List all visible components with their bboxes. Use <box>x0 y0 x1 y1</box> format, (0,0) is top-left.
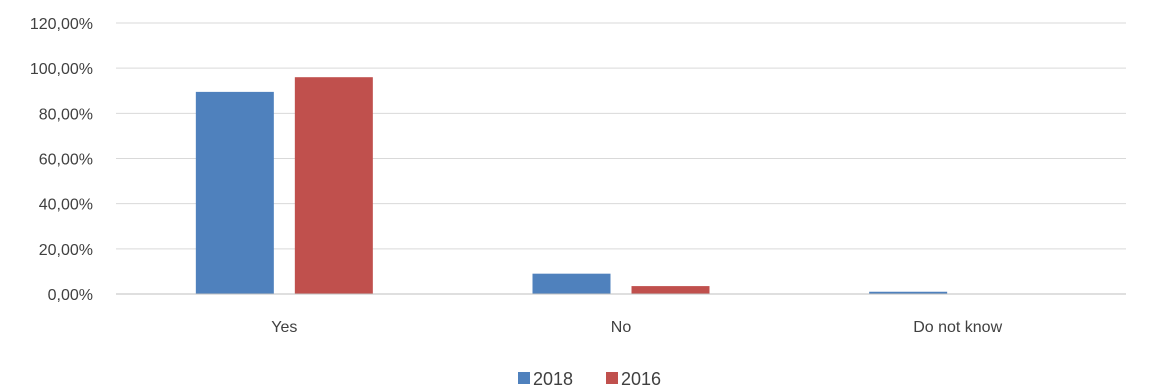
x-category-label: Yes <box>271 319 297 336</box>
x-category-label: Do not know <box>913 319 1002 336</box>
y-tick-label: 40,00% <box>39 197 93 214</box>
y-tick-label: 60,00% <box>39 152 93 169</box>
legend-label: 2018 <box>533 369 573 389</box>
y-tick-label: 80,00% <box>39 106 93 123</box>
gridlines <box>116 22 1126 250</box>
y-axis-tick-labels: 0,00% 20,00% 40,00% 60,00% 80,00% 100,00% 120,… <box>30 16 93 304</box>
bar-2018-do-not-know <box>869 291 948 294</box>
bar-2018-no <box>532 273 611 294</box>
legend-swatch <box>606 372 618 384</box>
bar-2016-yes <box>294 77 373 294</box>
x-axis-category-labels: Yes No Do not know <box>271 319 1002 336</box>
bar-2018-yes <box>195 91 274 294</box>
y-tick-label: 100,00% <box>30 61 93 78</box>
legend-swatch <box>518 372 530 384</box>
x-category-label: No <box>611 319 632 336</box>
legend-label: 2016 <box>621 369 661 389</box>
y-tick-label: 0,00% <box>48 287 93 304</box>
legend: 2018 2016 <box>518 369 661 389</box>
bars <box>195 77 948 294</box>
y-tick-label: 20,00% <box>39 242 93 259</box>
y-tick-label: 120,00% <box>30 16 93 33</box>
bar-2016-no <box>631 286 710 294</box>
